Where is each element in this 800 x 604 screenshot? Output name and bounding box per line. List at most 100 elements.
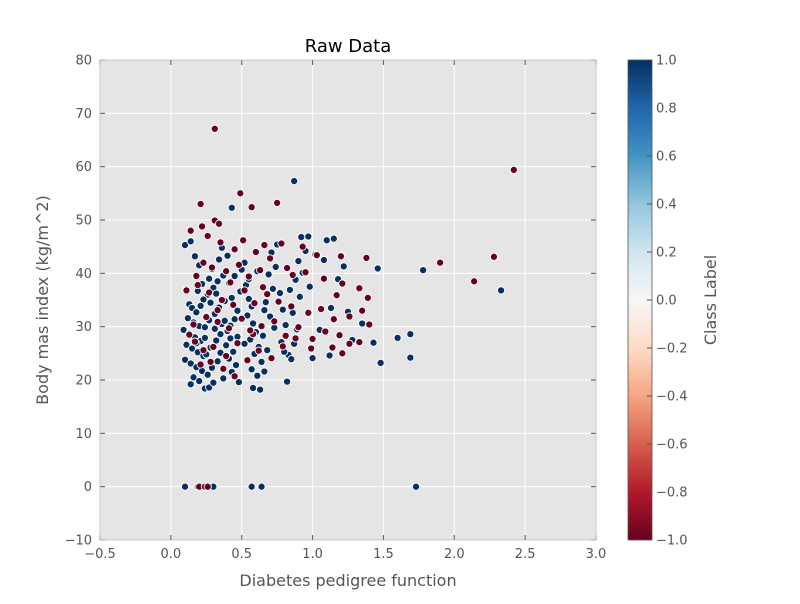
scatter-point [214, 255, 224, 264]
scatter-point [355, 284, 364, 293]
scatter-point [179, 325, 188, 334]
scatter-point [229, 347, 238, 356]
scatter-point [192, 308, 201, 317]
scatter-point [358, 319, 367, 328]
scatter-point [226, 334, 235, 343]
colorbar-tick-label: −0.4 [656, 390, 688, 405]
scatter-point [213, 306, 222, 315]
scatter-point [210, 324, 219, 333]
scatter-point [233, 339, 242, 348]
scatter-point [287, 355, 296, 364]
scatter-point [373, 264, 382, 273]
scatter-point [339, 262, 348, 271]
y-tick-label: 10 [75, 427, 92, 442]
scatter-point [206, 357, 215, 366]
scatter-point [240, 339, 249, 348]
y-tick-label: 0 [84, 480, 92, 495]
y-tick-label: 60 [75, 160, 92, 175]
scatter-point [497, 286, 506, 295]
scatter-point [230, 271, 239, 281]
scatter-point [411, 482, 421, 491]
scatter-point [227, 293, 236, 302]
scatter-point [222, 351, 231, 361]
scatter-point [329, 315, 338, 324]
scatter-point [222, 267, 231, 276]
scatter-point [207, 263, 217, 272]
scatter-point [268, 284, 277, 293]
y-tick-label: −10 [65, 534, 92, 549]
scatter-point [249, 383, 258, 393]
scatter-point [220, 316, 229, 325]
scatter-point [369, 338, 378, 347]
scatter-point [203, 370, 212, 379]
scatter-point [180, 241, 190, 250]
scatter-point [278, 342, 287, 351]
scatter-point [180, 355, 190, 364]
scatter-point [190, 337, 199, 346]
scatter-point [294, 323, 303, 332]
scatter-point [509, 165, 518, 174]
scatter-point [329, 234, 338, 243]
scatter-point [247, 365, 256, 374]
scatter-point [203, 482, 212, 491]
scatter-point [199, 258, 208, 267]
colorbar-tick-label: −0.6 [656, 438, 688, 453]
scatter-point [209, 378, 218, 387]
chart-title: Raw Data [305, 36, 392, 57]
scatter-point [180, 482, 190, 491]
scatter-point [406, 353, 415, 362]
colorbar-tick-label: 0.6 [656, 150, 677, 165]
scatter-point [200, 323, 209, 332]
scatter-point [239, 236, 248, 245]
scatter-point [376, 358, 385, 367]
x-tick-label: −0.5 [84, 547, 116, 562]
scatter-point [335, 331, 344, 340]
scatter-point [210, 124, 219, 133]
scatter-point [197, 222, 207, 231]
scatter-point [271, 262, 280, 271]
colorbar-tick-label: 0.8 [656, 102, 677, 117]
scatter-point [325, 351, 334, 360]
scatter-point [206, 298, 215, 307]
scatter-point [196, 199, 205, 209]
plot-area [99, 59, 597, 541]
scatter-point [267, 354, 276, 363]
scatter-point [213, 277, 222, 286]
x-tick-label: 2.5 [515, 547, 536, 562]
x-tick-label: 0.0 [161, 547, 182, 562]
scatter-point [213, 317, 222, 326]
scatter-point [185, 330, 194, 339]
scatter-point [257, 322, 266, 331]
scatter-point [257, 357, 266, 366]
scatter-point [304, 232, 313, 241]
x-tick-label: 0.5 [231, 547, 252, 562]
scatter-series [182, 124, 518, 491]
scatter-point [190, 252, 199, 261]
y-tick-label: 70 [75, 107, 92, 122]
colorbar-tick-label: 0.2 [656, 246, 677, 261]
scatter-point [281, 331, 290, 340]
scatter-point [237, 314, 246, 323]
scatter-point [256, 385, 265, 394]
scatter-point [234, 260, 243, 269]
scatter-point [236, 189, 245, 198]
scatter-point [186, 380, 195, 389]
scatter-point [260, 241, 269, 250]
scatter-point [202, 313, 211, 322]
x-axis-label: Diabetes pedigree function [239, 571, 456, 590]
colorbar-tick-label: −0.8 [656, 486, 688, 501]
plot-frame [99, 59, 597, 541]
x-tick-label: 3.0 [586, 547, 607, 562]
scatter-point [244, 294, 253, 303]
scatter-point [205, 288, 214, 297]
scatter-point [419, 266, 428, 275]
scatter-point [186, 226, 195, 235]
scatter-point [219, 364, 228, 373]
scatter-point [345, 312, 354, 321]
scatter-point [260, 367, 269, 376]
scatter-point [188, 344, 197, 353]
scatter-point [283, 377, 292, 386]
colorbar-tick-label: 0.4 [656, 198, 677, 213]
scatter-point [275, 289, 285, 298]
x-tick-label: 1.5 [373, 547, 394, 562]
